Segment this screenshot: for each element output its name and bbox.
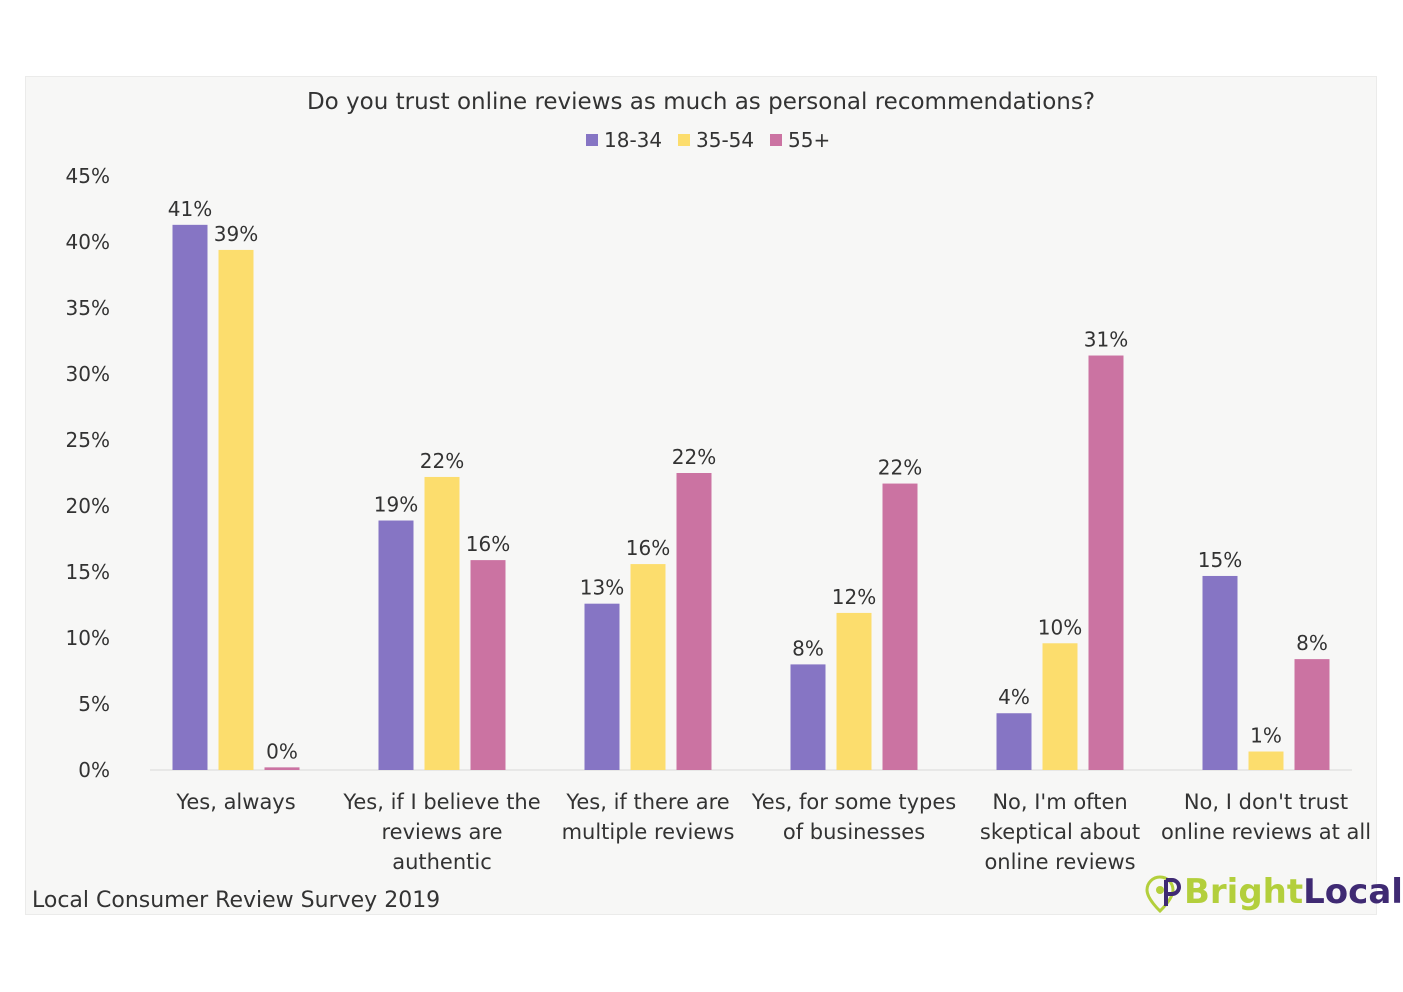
x-axis: Yes, always Yes, if I believe the reviews … [175,790,1371,874]
bar-18-34-3 [790,664,826,770]
legend-label-1: 35-54 [696,128,754,152]
data-label: 16% [466,532,510,556]
data-label: 8% [1296,631,1328,655]
map-pin-icon [1145,875,1181,914]
data-label: 16% [626,536,670,560]
bar-55+-0 [264,767,300,770]
data-label: 41% [168,197,212,221]
x-tick-label: No, I don't trust online reviews at all [1161,790,1371,844]
data-label: 22% [420,449,464,473]
bar-55+-1 [470,560,506,770]
data-label: 12% [832,585,876,609]
data-label: 4% [998,685,1030,709]
bar-18-34-4 [996,713,1032,770]
legend: 18-34 35-54 55+ [586,128,830,152]
bar-35-54-3 [836,612,872,770]
bar-35-54-0 [218,249,254,771]
bar-18-34-2 [584,603,620,770]
brightlocal-logo: BrightLocal [1145,872,1403,914]
x-tick-label: No, I'm often skeptical about online revie… [980,790,1140,874]
svg-text:BrightLocal: BrightLocal [1184,872,1403,912]
data-label: 8% [792,636,824,660]
bar-55+-2 [676,473,712,770]
y-tick-label: 10% [66,626,110,650]
y-tick-label: 0% [78,758,110,782]
bar-35-54-5 [1248,751,1284,770]
legend-label-2: 55+ [788,128,830,152]
x-tick-label: Yes, for some types of businesses [751,790,957,844]
bar-55+-4 [1088,355,1124,770]
y-tick-label: 35% [66,296,110,320]
y-tick-label: 5% [78,692,110,716]
data-label: 19% [374,493,418,517]
y-tick-label: 15% [66,560,110,584]
bar-35-54-2 [630,564,666,770]
bar-18-34-1 [378,520,414,770]
y-tick-label: 30% [66,362,110,386]
bar-35-54-4 [1042,643,1078,770]
data-label: 22% [878,456,922,480]
data-label: 15% [1198,548,1242,572]
x-tick-label: Yes, always [175,790,295,814]
x-tick-label: Yes, if there are multiple reviews [562,790,735,844]
y-tick-label: 20% [66,494,110,518]
x-tick-label: Yes, if I believe the reviews are authenti… [342,790,540,874]
y-axis: 0% 5% 10% 15% 20% 25% 30% 35% 40% 45% [66,164,110,782]
data-label: 22% [672,445,716,469]
y-tick-label: 25% [66,428,110,452]
bar-18-34-0 [172,224,208,771]
brand-local: Local [1303,872,1403,912]
data-label: 10% [1038,615,1082,639]
legend-swatch-1 [678,134,690,146]
data-label: 13% [580,576,624,600]
source-label: Local Consumer Review Survey 2019 [32,888,440,913]
y-tick-label: 45% [66,164,110,188]
chart-title: Do you trust online reviews as much as p… [307,89,1095,115]
brand-bright: Bright [1184,872,1303,912]
data-label: 39% [214,222,258,246]
bar-55+-5 [1294,659,1330,770]
bars: 41%39%0%19%22%16%13%16%22%8%12%22%4%10%3… [168,197,1330,771]
y-tick-label: 40% [66,230,110,254]
bar-55+-3 [882,483,918,770]
legend-swatch-2 [770,134,782,146]
legend-label-0: 18-34 [604,128,662,152]
legend-swatch-0 [586,134,598,146]
data-label: 31% [1084,328,1128,352]
bar-35-54-1 [424,476,460,770]
data-label: 0% [266,739,298,763]
bar-18-34-5 [1202,575,1238,770]
data-label: 1% [1250,724,1282,748]
